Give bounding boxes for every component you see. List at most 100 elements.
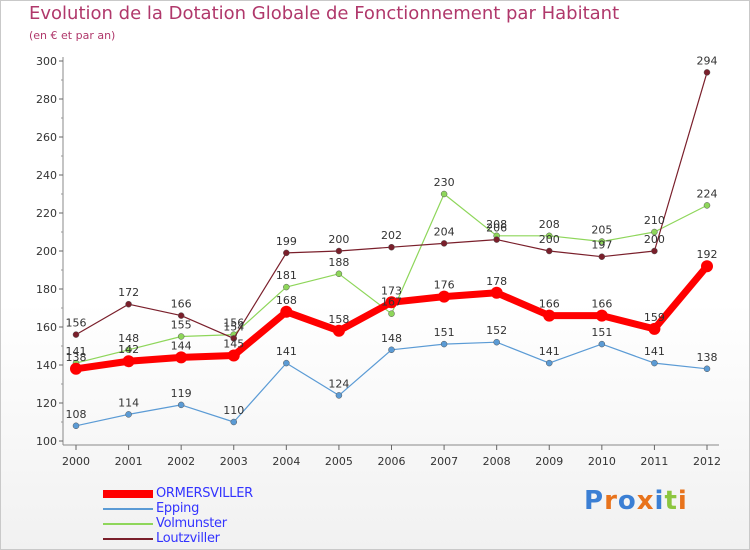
data-point-volmunster [598, 238, 606, 245]
y-tick-label: 300 [36, 55, 57, 68]
data-point-ormersviller [490, 286, 503, 299]
data-label-loutzviller: 166 [171, 298, 192, 311]
data-point-ormersviller [175, 351, 188, 364]
data-label-ormersviller: 159 [644, 311, 665, 324]
data-label-volmunster: 148 [118, 332, 139, 345]
data-point-epping [546, 359, 553, 367]
chart-title: Evolution de la Dotation Globale de Fonc… [29, 3, 620, 24]
x-tick-label: 2011 [640, 455, 668, 468]
data-point-ormersviller [122, 355, 135, 368]
legend-label: Epping [156, 501, 200, 516]
data-point-ormersviller [280, 305, 293, 318]
data-point-epping [177, 401, 185, 409]
data-point-epping [230, 418, 237, 426]
data-label-volmunster: 224 [697, 187, 718, 200]
data-point-epping [493, 338, 500, 346]
data-label-loutzviller: 154 [223, 320, 244, 333]
series-line-ormersviller [75, 263, 710, 373]
data-label-ormersviller: 144 [171, 339, 192, 352]
data-point-loutzviller [440, 240, 448, 247]
data-point-ormersviller [648, 322, 661, 335]
y-tick-label: 220 [36, 207, 57, 220]
data-label-ormersviller: 158 [328, 313, 349, 326]
data-point-loutzviller [283, 249, 290, 257]
data-label-epping: 141 [644, 345, 665, 358]
data-label-volmunster: 210 [644, 214, 665, 227]
data-point-epping [388, 346, 395, 354]
data-point-loutzviller [125, 300, 132, 308]
data-point-volmunster [703, 202, 711, 209]
data-point-ormersviller [701, 260, 713, 273]
x-tick-label: 2005 [325, 455, 353, 468]
data-point-epping [335, 392, 343, 399]
data-point-loutzviller [598, 253, 606, 260]
x-tick-label: 2010 [588, 455, 616, 468]
data-label-loutzviller: 156 [66, 317, 87, 330]
y-tick-label: 280 [36, 93, 57, 106]
data-point-loutzviller [651, 247, 658, 255]
data-label-epping: 108 [66, 408, 87, 421]
data-label-volmunster: 205 [591, 224, 612, 237]
data-point-epping [283, 359, 290, 367]
data-label-epping: 119 [171, 387, 192, 400]
data-point-volmunster [651, 228, 658, 236]
data-label-ormersviller: 166 [539, 298, 560, 311]
data-label-ormersviller: 138 [66, 351, 87, 364]
data-label-ormersviller: 142 [118, 343, 139, 356]
legend-swatch [103, 490, 153, 498]
data-label-loutzviller: 200 [539, 233, 560, 246]
data-point-epping [72, 422, 80, 430]
data-label-volmunster: 208 [486, 218, 507, 231]
legend-label: Loutzviller [156, 531, 220, 546]
data-point-epping [651, 359, 658, 367]
x-tick-label: 2007 [430, 455, 458, 468]
x-tick-label: 2002 [167, 455, 195, 468]
data-point-loutzviller [388, 243, 395, 251]
x-tick-label: 2003 [220, 455, 248, 468]
legend-swatch [103, 523, 153, 525]
data-point-epping [440, 340, 448, 348]
data-label-epping: 152 [486, 324, 507, 337]
data-label-epping: 151 [434, 326, 455, 339]
y-tick-label: 200 [36, 245, 57, 258]
data-label-loutzviller: 200 [644, 233, 665, 246]
data-point-ormersviller [438, 290, 451, 303]
data-label-volmunster: 155 [171, 319, 192, 332]
data-label-epping: 151 [591, 326, 612, 339]
data-label-volmunster: 188 [328, 256, 349, 269]
data-point-volmunster [283, 283, 290, 291]
data-point-ormersviller [543, 309, 556, 322]
proxiti-logo: Proxiti [584, 486, 688, 516]
data-point-loutzviller [335, 247, 343, 255]
chart-subtitle: (en € et par an) [29, 29, 116, 42]
data-label-volmunster: 181 [276, 269, 297, 282]
data-label-loutzviller: 200 [328, 233, 349, 246]
data-point-ormersviller [332, 324, 345, 337]
data-point-ormersviller [595, 309, 608, 322]
data-point-volmunster [177, 333, 185, 340]
legend-swatch [103, 538, 153, 540]
data-label-loutzviller: 294 [697, 54, 718, 67]
data-label-loutzviller: 204 [434, 225, 455, 238]
data-point-loutzviller [493, 236, 500, 243]
y-tick-label: 240 [36, 169, 57, 182]
legend-label: Volmunster [156, 516, 227, 531]
data-point-loutzviller [546, 247, 553, 255]
legend-swatch [103, 508, 153, 510]
data-label-loutzviller: 206 [486, 222, 507, 235]
data-point-loutzviller [703, 69, 711, 76]
data-label-loutzviller: 199 [276, 235, 297, 248]
x-tick-label: 2000 [62, 455, 90, 468]
data-point-volmunster [125, 346, 132, 354]
data-label-ormersviller: 145 [223, 338, 244, 351]
data-label-ormersviller: 192 [697, 248, 718, 261]
data-point-loutzviller [72, 331, 80, 338]
y-tick-label: 180 [36, 283, 57, 296]
x-tick-label: 2004 [272, 455, 300, 468]
x-tick-label: 2008 [483, 455, 511, 468]
data-label-epping: 148 [381, 332, 402, 345]
data-label-epping: 110 [223, 404, 244, 417]
y-tick-label: 140 [36, 359, 57, 372]
data-label-epping: 141 [539, 345, 560, 358]
